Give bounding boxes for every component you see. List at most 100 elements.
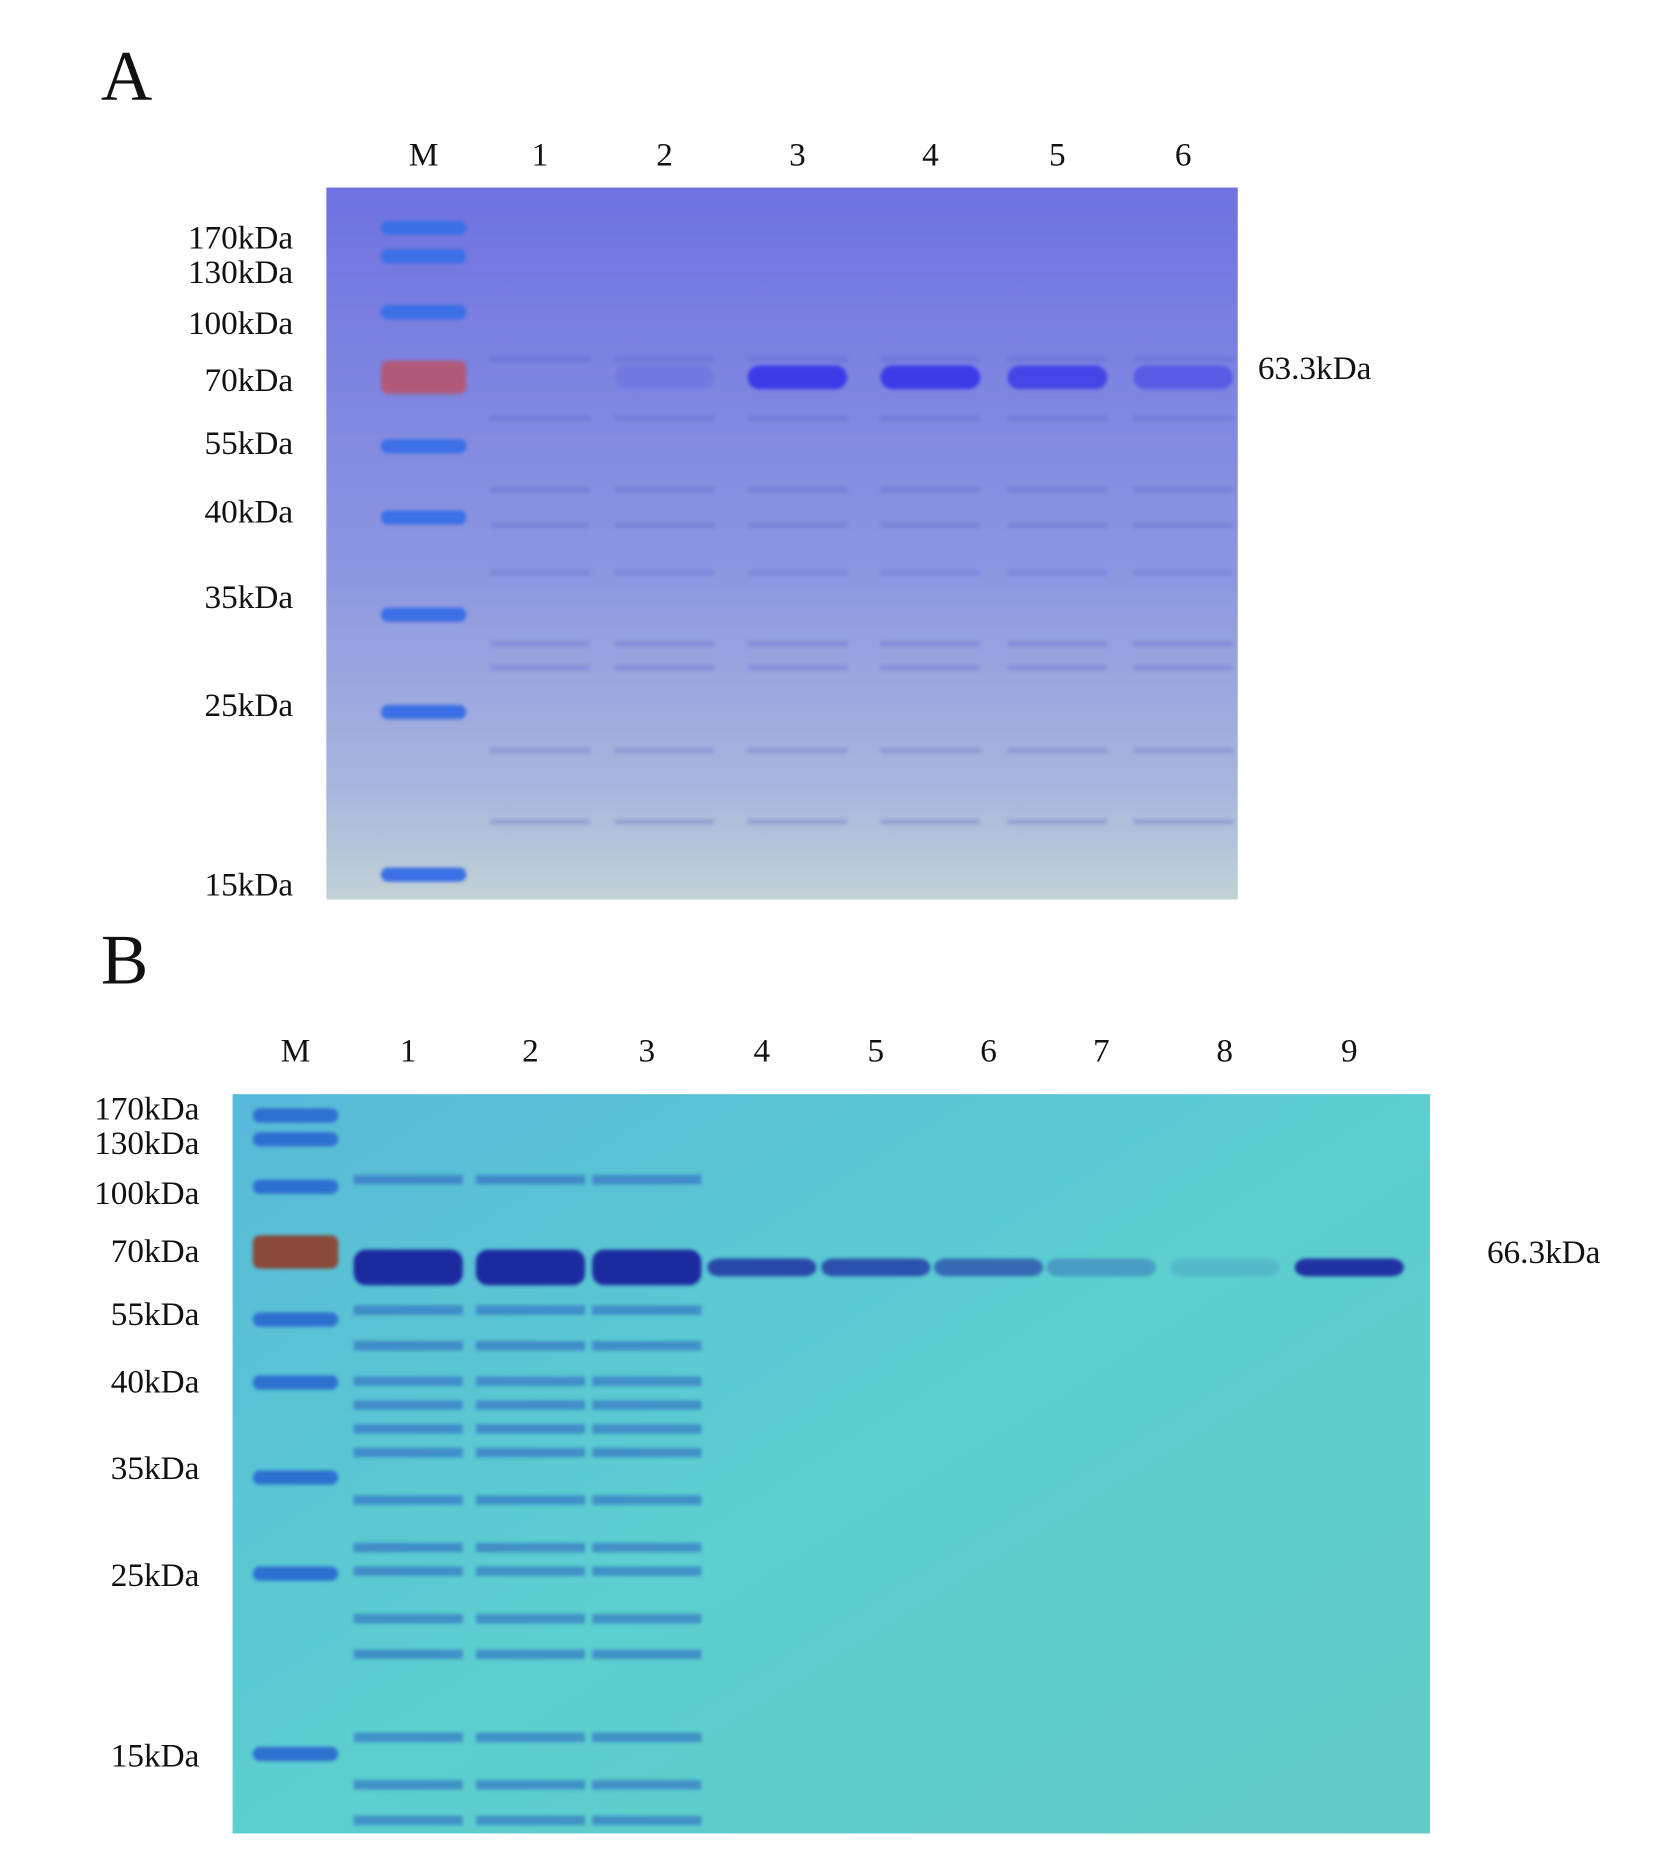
lane-label: 7 (1093, 1032, 1110, 1069)
marker-band (380, 249, 467, 264)
faint-band (1007, 747, 1108, 754)
faint-band (614, 486, 715, 493)
faint-band (353, 1424, 463, 1434)
marker-label: 40kDa (111, 1364, 200, 1401)
faint-band (475, 1341, 586, 1351)
faint-band (475, 1447, 586, 1458)
marker-label: 100kDa (188, 305, 293, 342)
marker-band (252, 1108, 339, 1123)
marker-band (252, 1470, 339, 1485)
faint-band (475, 1815, 586, 1826)
faint-band (353, 1341, 463, 1351)
faint-band (353, 1732, 463, 1743)
faint-band (614, 356, 715, 362)
faint-band (614, 664, 715, 671)
faint-band (614, 818, 715, 825)
faint-band (614, 522, 715, 529)
faint-band (592, 1780, 702, 1790)
bands (252, 220, 1404, 1826)
marker-band (252, 1132, 339, 1147)
faint-band (592, 1649, 702, 1660)
faint-band (353, 1376, 463, 1387)
faint-band (1007, 415, 1108, 422)
faint-band (490, 664, 590, 671)
faint-band (592, 1613, 702, 1624)
faint-band (1133, 747, 1233, 754)
marker-label: 35kDa (111, 1450, 200, 1487)
faint-band (1007, 569, 1108, 576)
lane-label: 6 (1175, 136, 1192, 173)
faint-band (353, 1447, 463, 1458)
marker-band (380, 305, 467, 320)
protein-band (592, 1249, 702, 1286)
faint-band (353, 1780, 463, 1790)
lane-label: 8 (1216, 1032, 1233, 1069)
lane-label: M (281, 1032, 311, 1069)
faint-band (880, 522, 981, 529)
faint-band (475, 1424, 586, 1434)
faint-band (614, 569, 715, 576)
protein-band (880, 365, 981, 390)
marker-band (252, 1179, 339, 1194)
faint-band (747, 640, 848, 647)
faint-band (1133, 522, 1233, 529)
faint-band (747, 569, 848, 576)
faint-band (353, 1305, 463, 1315)
faint-band (1007, 356, 1108, 362)
marker-band (252, 1566, 339, 1581)
faint-band (880, 356, 981, 362)
faint-band (353, 1174, 463, 1185)
marker-band (380, 439, 467, 454)
protein-band (747, 365, 848, 390)
faint-band (592, 1174, 702, 1185)
marker-band (252, 1746, 339, 1762)
marker-label: 130kDa (188, 254, 293, 291)
faint-band (475, 1613, 586, 1624)
marker-band (380, 220, 467, 235)
faint-band (490, 356, 590, 362)
protein-band (353, 1249, 463, 1286)
faint-band (1133, 818, 1233, 825)
faint-band (880, 569, 981, 576)
faint-band (1007, 486, 1108, 493)
faint-band (475, 1495, 586, 1505)
faint-band (475, 1649, 586, 1660)
faint-band (592, 1305, 702, 1315)
lane-label: 3 (789, 136, 806, 173)
protein-band (1133, 365, 1233, 390)
faint-band (592, 1566, 702, 1576)
marker-band (380, 867, 467, 882)
marker-band (380, 510, 467, 525)
faint-band (490, 415, 590, 422)
faint-band (880, 415, 981, 422)
faint-band (747, 747, 848, 754)
marker-label: 25kDa (205, 687, 294, 724)
faint-band (490, 522, 590, 529)
faint-band (880, 640, 981, 647)
marker-band (380, 360, 467, 395)
faint-band (353, 1400, 463, 1410)
faint-band (475, 1305, 586, 1315)
faint-band (592, 1376, 702, 1387)
marker-label: 170kDa (94, 1091, 199, 1128)
faint-band (475, 1376, 586, 1387)
faint-band (592, 1447, 702, 1458)
faint-band (747, 356, 848, 362)
lane-label: M (409, 136, 439, 173)
faint-band (747, 818, 848, 825)
protein-band (1294, 1258, 1404, 1277)
protein-band (1007, 365, 1108, 390)
protein-band (1170, 1258, 1280, 1277)
faint-band (592, 1341, 702, 1351)
marker-label: 170kDa (188, 220, 293, 257)
lane-label: 9 (1341, 1032, 1358, 1069)
faint-band (747, 415, 848, 422)
faint-band (353, 1566, 463, 1576)
faint-band (490, 486, 590, 493)
protein-band (475, 1249, 586, 1286)
band-label: 66.3kDa (1487, 1234, 1601, 1271)
faint-band (880, 664, 981, 671)
lane-label: 2 (656, 136, 673, 173)
faint-band (592, 1495, 702, 1505)
